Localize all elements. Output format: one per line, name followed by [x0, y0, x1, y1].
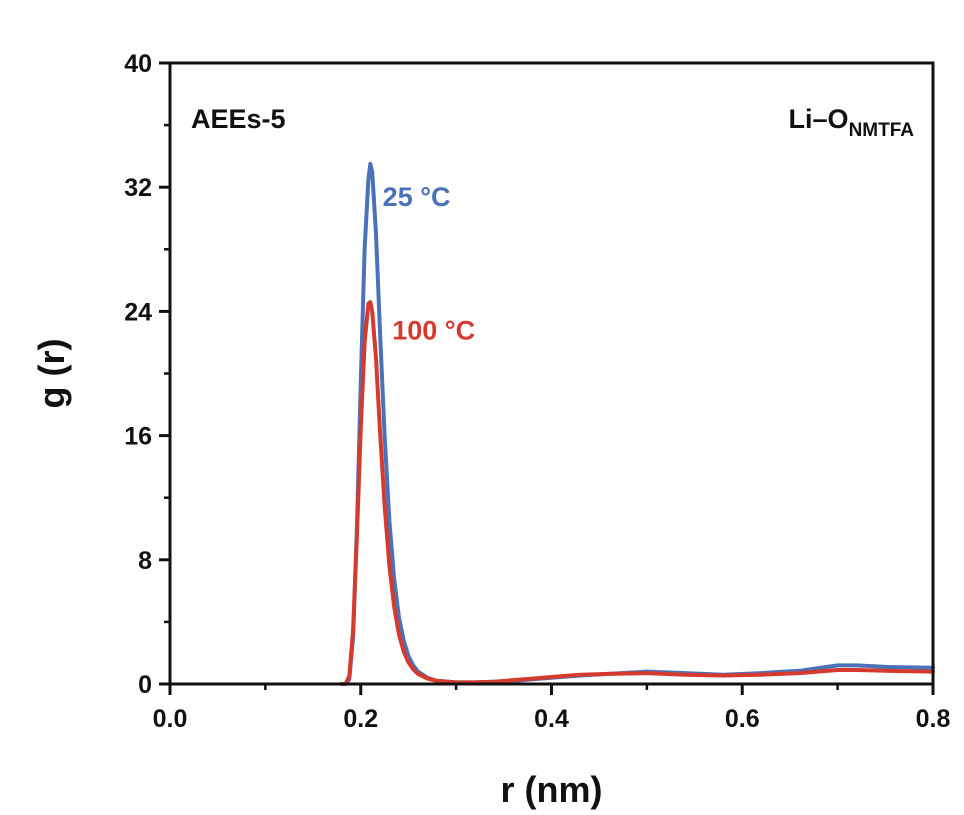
ticks-layer: 0.0 0.2 0.4 0.6 0.8 0 8 16 24 32 40 — [124, 50, 950, 733]
x-tick-label: 0.4 — [534, 705, 569, 733]
series-label-25c: 25 °C — [383, 182, 451, 212]
y-tick-label: 0 — [138, 671, 152, 699]
y-tick-label: 32 — [124, 174, 152, 202]
x-tick-label: 0.8 — [916, 705, 951, 733]
pair-annotation-subscript: NMTFA — [849, 120, 915, 141]
y-tick-label: 24 — [124, 298, 152, 326]
y-tick-label: 40 — [124, 50, 152, 78]
series-line-100c — [339, 300, 935, 686]
y-tick-label: 8 — [138, 547, 152, 575]
x-tick-label: 0.6 — [725, 705, 760, 733]
pair-annotation: Li–ONMTFA — [789, 104, 915, 141]
x-axis-label: r (nm) — [501, 769, 603, 810]
x-tick-label: 0.0 — [153, 705, 188, 733]
series-label-100c: 100 °C — [392, 315, 475, 345]
y-axis-label: g (r) — [31, 339, 72, 409]
pair-annotation-main: Li–O — [789, 104, 849, 134]
series-layer — [339, 161, 935, 686]
system-annotation: AEEs-5 — [191, 104, 286, 134]
x-tick-label: 0.2 — [343, 705, 378, 733]
series-line-25c — [339, 161, 935, 686]
y-tick-label: 16 — [124, 423, 152, 451]
plot-frame — [168, 61, 935, 686]
